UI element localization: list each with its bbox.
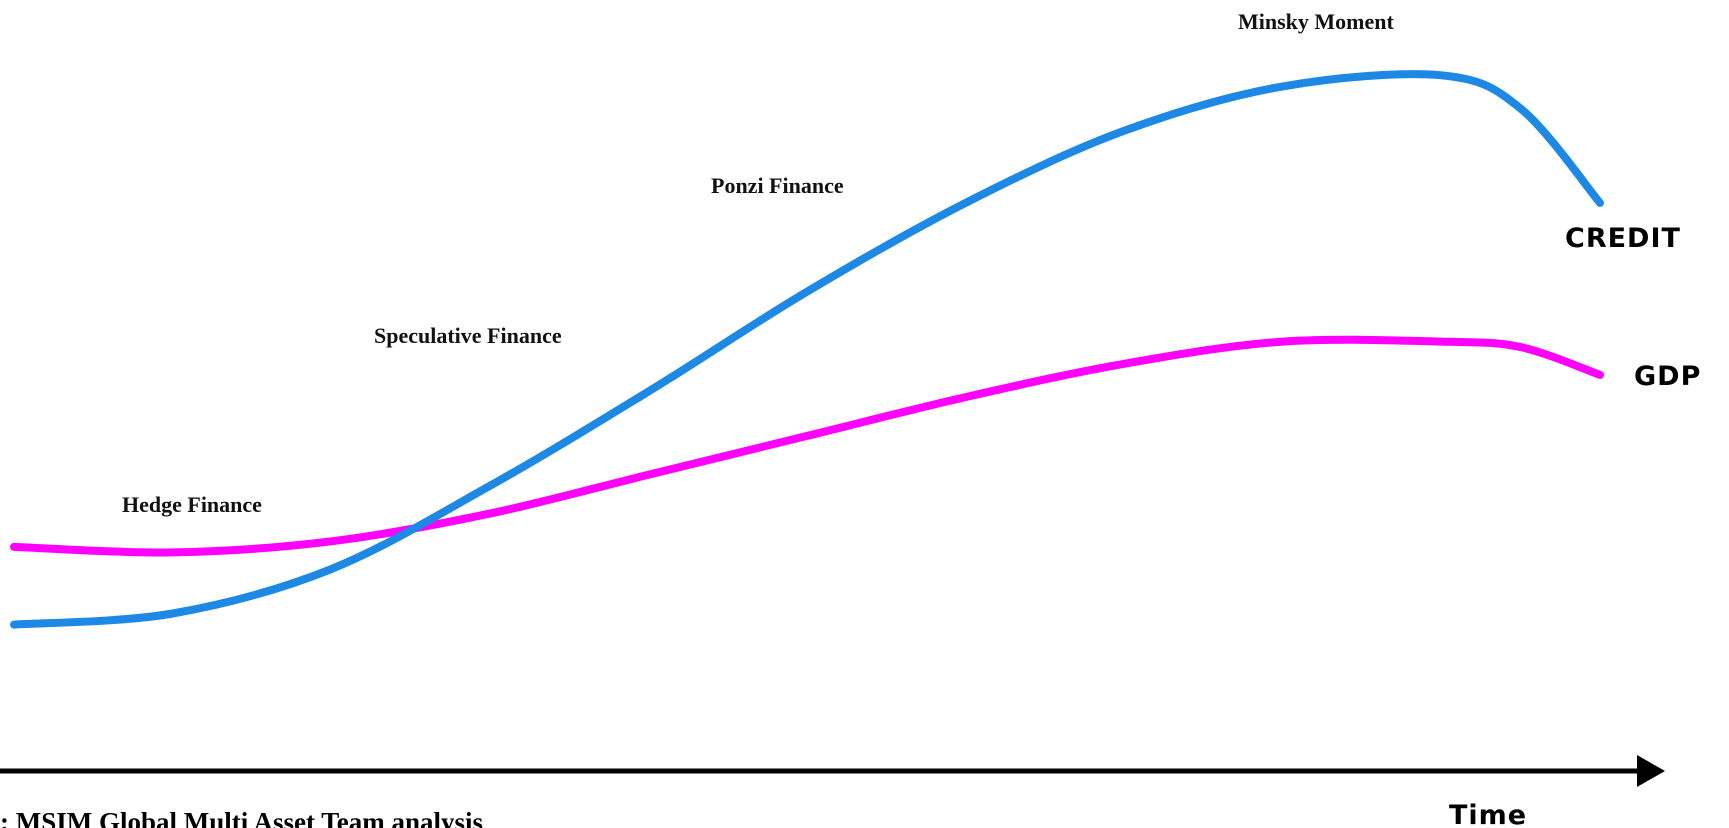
series-line-credit bbox=[10, 70, 1604, 629]
x-axis-label: Time bbox=[1449, 800, 1527, 828]
time-axis-arrowhead bbox=[1637, 755, 1665, 787]
series-curves bbox=[10, 70, 1604, 629]
phase-label-hedge: Hedge Finance bbox=[122, 492, 262, 517]
series-label-credit: CREDIT bbox=[1565, 223, 1681, 254]
phase-label-ponzi: Ponzi Finance bbox=[711, 173, 844, 198]
series-label-gdp: GDP bbox=[1634, 361, 1701, 392]
source-note: : MSIM Global Multi Asset Team analysis bbox=[0, 807, 483, 828]
phase-label-minsky-moment: Minsky Moment bbox=[1238, 9, 1395, 34]
phase-label-speculative: Speculative Finance bbox=[374, 323, 562, 348]
series-line-gdp bbox=[10, 335, 1604, 557]
